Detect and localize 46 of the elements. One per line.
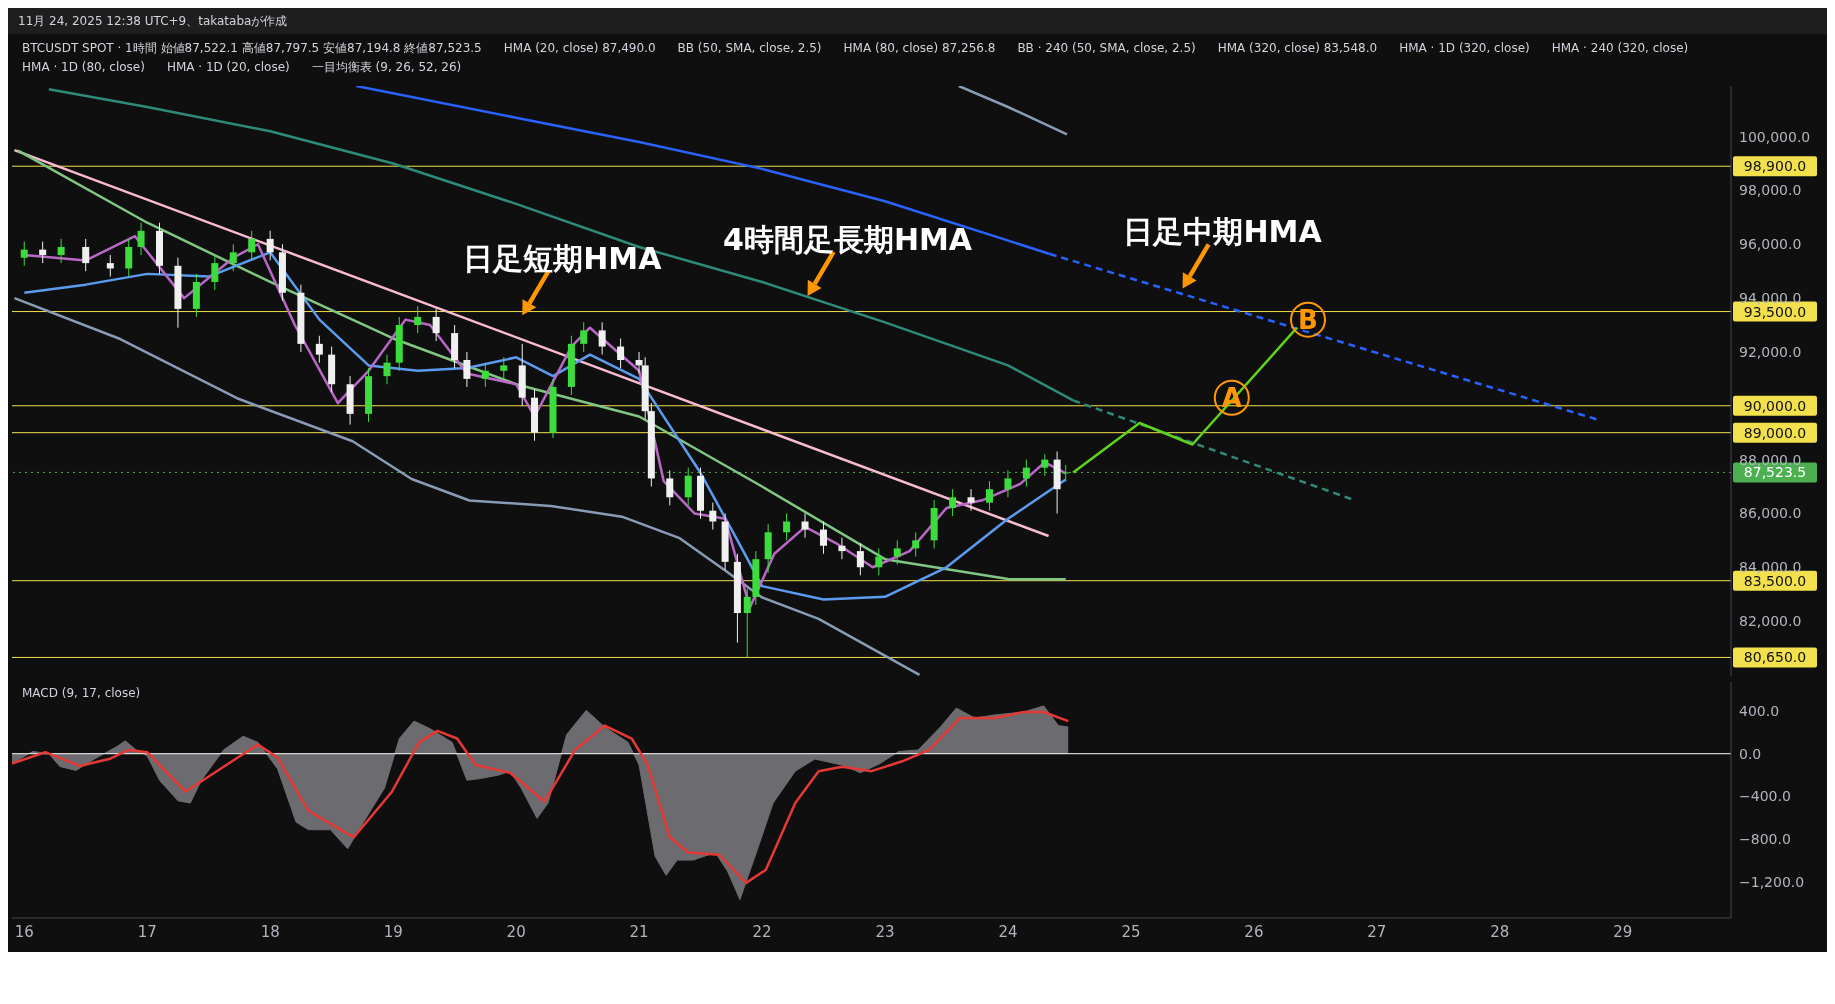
x-tick-label: 16 [14,922,34,941]
text: BB · 240 (50, SMA, close, 2.5) [1017,40,1196,57]
text: BB (50, SMA, close, 2.5) [677,40,822,57]
y-tick-label: −800.0 [1739,831,1791,848]
x-tick-label: 27 [1367,922,1387,941]
chart-title: MACD (9, 17, close) [22,686,141,700]
x-tick-label: 25 [1121,922,1141,941]
x-tick-label: 17 [137,922,157,941]
ref-line-label: 80,650.0 [1743,649,1807,666]
text: 一目均衡表 (9, 26, 52, 26) [311,59,462,76]
y-tick-label: 92,000.0 [1739,343,1802,360]
x-tick-label: 24 [998,922,1018,941]
y-tick-label: 96,000.0 [1739,236,1802,253]
x-tick-label: 28 [1490,922,1510,941]
y-tick-label: 400.0 [1739,702,1780,719]
ref-line-label: 89,000.0 [1743,424,1807,441]
x-tick-label: 18 [260,922,280,941]
x-tick-label: 22 [752,922,772,941]
annotation: 日足短期HMA [463,241,663,277]
y-tick-label: −1,200.0 [1739,874,1805,891]
y-tick-label: 100,000.0 [1739,128,1811,145]
x-tick-label: 20 [506,922,526,941]
annotation: 日足中期HMA [1123,214,1323,250]
y-tick-label: −400.0 [1739,788,1791,805]
x-tick-label: 26 [1244,922,1264,941]
x-tick-label: 29 [1613,922,1633,941]
x-tick-label: 23 [875,922,895,941]
text: HMA · 240 (320, close) [1551,40,1689,57]
annotation: 4時間足長期HMA [723,221,973,257]
text: HMA · 1D (20, close) [166,59,290,76]
text: HMA (80, close) 87,256.8 [843,40,996,57]
annotation: B [1298,304,1318,335]
y-tick-label: 86,000.0 [1739,505,1802,522]
ref-line-label: 90,000.0 [1743,397,1807,414]
text: HMA · 1D (80, close) [22,59,145,76]
text: HMA · 1D (320, close) [1399,40,1530,57]
text: 11月 24, 2025 12:38 UTC+9、takatabaが作成 [8,8,1827,34]
text: BTCUSDT SPOT · 1時間 始値87,522.1 高値87,797.5 安値87,194.8 終値87,523.5 [22,40,482,57]
x-tick-label: 21 [629,922,649,941]
ref-line-label: 98,900.0 [1743,158,1807,175]
text: HMA (20, close) 87,490.0 [503,40,656,57]
y-tick-label: 0.0 [1739,745,1762,762]
y-tick-label: 82,000.0 [1739,613,1802,630]
y-tick-label: 98,000.0 [1739,182,1802,199]
text: HMA (320, close) 83,548.0 [1217,40,1378,57]
x-tick-label: 19 [383,922,403,941]
